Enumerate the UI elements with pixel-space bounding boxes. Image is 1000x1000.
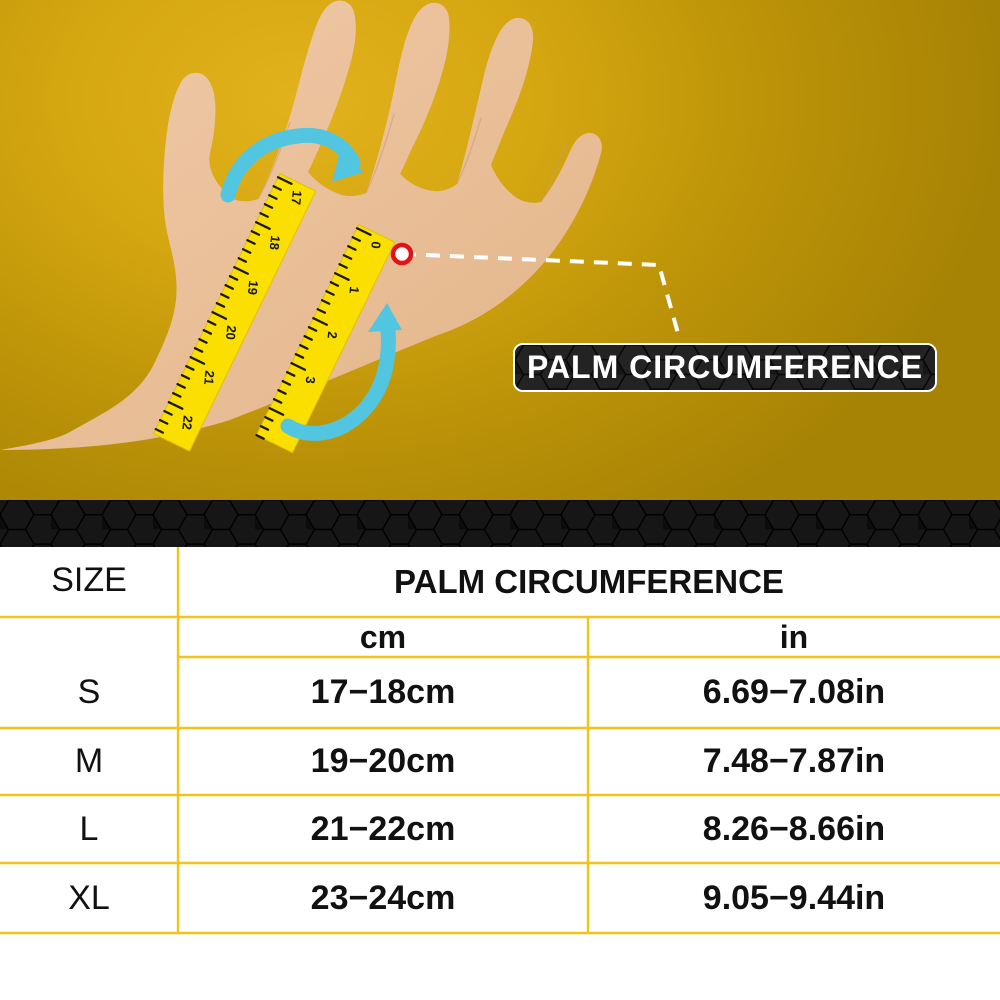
svg-text:19: 19 — [245, 280, 261, 296]
svg-text:2: 2 — [325, 331, 341, 340]
svg-text:3: 3 — [303, 376, 319, 385]
svg-text:22: 22 — [179, 415, 195, 431]
svg-text:17: 17 — [288, 190, 304, 206]
svg-text:20: 20 — [223, 325, 239, 341]
svg-text:0: 0 — [368, 241, 384, 250]
svg-text:21: 21 — [201, 370, 217, 386]
svg-text:1: 1 — [346, 286, 362, 295]
svg-text:18: 18 — [267, 235, 283, 251]
